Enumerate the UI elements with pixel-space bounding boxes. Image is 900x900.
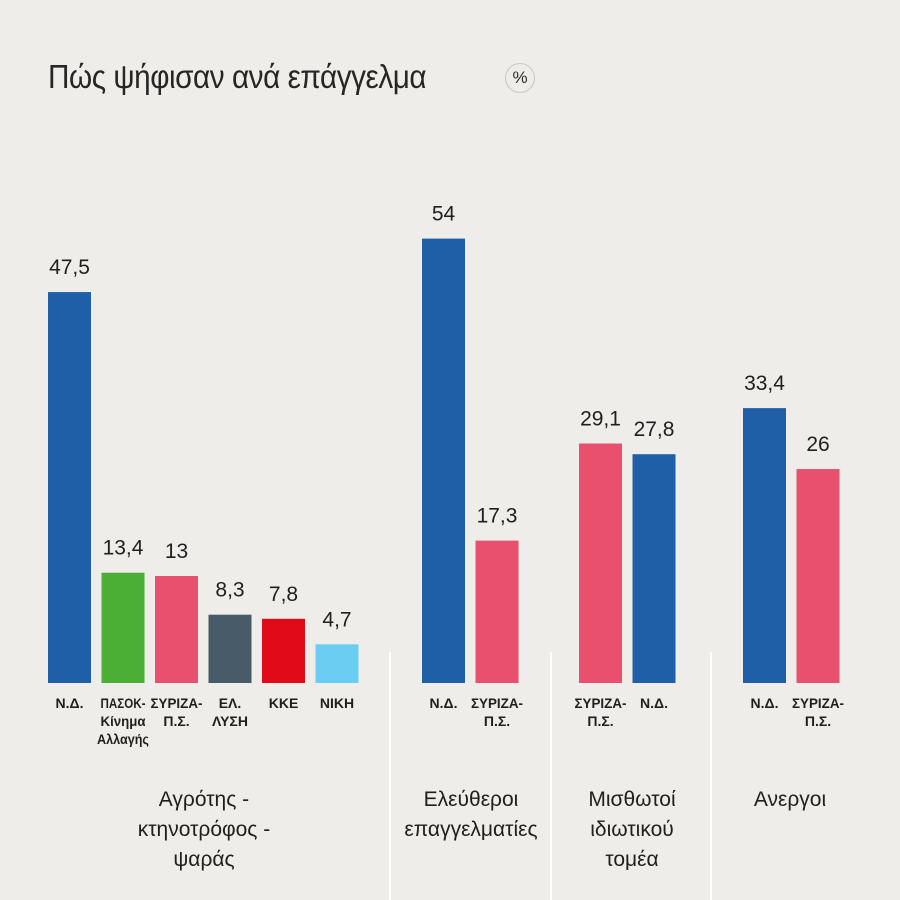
party-label: ΚΚΕ (269, 695, 299, 711)
party-label: ΣΥΡΙΖΑ- (792, 695, 844, 711)
bar (796, 469, 840, 683)
bar (101, 572, 145, 683)
bar (315, 644, 359, 683)
bar-value-label: 13 (165, 540, 188, 563)
party-label: Π.Σ. (484, 713, 510, 729)
bar (579, 443, 622, 683)
group-label: Μισθωτοί (588, 788, 676, 811)
bar (48, 292, 91, 683)
group-label: κτηνοτρόφος - (138, 818, 271, 841)
party-label: Ν.Δ. (640, 695, 668, 711)
chart-title-wrap: Πώς ψήφισαν ανά επάγγελμα (48, 58, 468, 96)
bar (262, 618, 305, 683)
bar-value-label: 47,5 (49, 256, 90, 279)
chart-title: Πώς ψήφισαν ανά επάγγελμα (48, 58, 427, 95)
bar-value-label: 4,7 (322, 608, 351, 631)
party-label: Π.Σ. (805, 713, 831, 729)
unit-label: % (512, 68, 528, 87)
group-label: ψαράς (173, 848, 234, 871)
unit-badge: % (505, 63, 535, 93)
bar-value-label: 54 (432, 203, 456, 226)
party-label: Π.Σ. (163, 713, 189, 729)
party-label: ΕΛ. (219, 695, 242, 711)
party-label: ΣΥΡΙΖΑ- (151, 695, 203, 711)
party-label: ΛΥΣΗ (212, 713, 248, 729)
bar (422, 238, 465, 683)
party-label: Αλλαγής (97, 731, 149, 747)
bar (155, 576, 198, 683)
party-label: Κίνημα (101, 713, 146, 729)
group-label: Αγρότης - (159, 788, 249, 811)
group-label: ιδιωτικού (590, 818, 674, 841)
group-label: επαγγελματίες (404, 818, 537, 841)
bar-value-label: 8,3 (215, 579, 244, 602)
party-label: ΝΙΚΗ (320, 695, 354, 711)
bar-value-label: 13,4 (103, 537, 144, 560)
party-label: Ν.Δ. (751, 695, 779, 711)
party-label: Π.Σ. (587, 713, 613, 729)
group-label: Ελεύθεροι (424, 788, 519, 811)
bar-value-label: 26 (806, 433, 829, 456)
party-label: ΠΑΣΟΚ- (101, 695, 146, 711)
bar-value-label: 27,8 (634, 418, 675, 441)
bar-value-label: 7,8 (269, 583, 298, 606)
bar-value-label: 29,1 (580, 408, 621, 431)
bar-value-label: 17,3 (477, 505, 518, 528)
group-label: Ανεργοι (754, 788, 827, 811)
bar (632, 454, 676, 683)
party-label: Ν.Δ. (430, 695, 458, 711)
group-label: τομέα (605, 848, 658, 871)
bar (475, 540, 519, 683)
bar (208, 614, 252, 683)
party-label: ΣΥΡΙΖΑ- (575, 695, 627, 711)
bar (743, 408, 786, 683)
party-label: Ν.Δ. (56, 695, 84, 711)
bar-value-label: 33,4 (744, 372, 785, 395)
party-label: ΣΥΡΙΖΑ- (471, 695, 523, 711)
